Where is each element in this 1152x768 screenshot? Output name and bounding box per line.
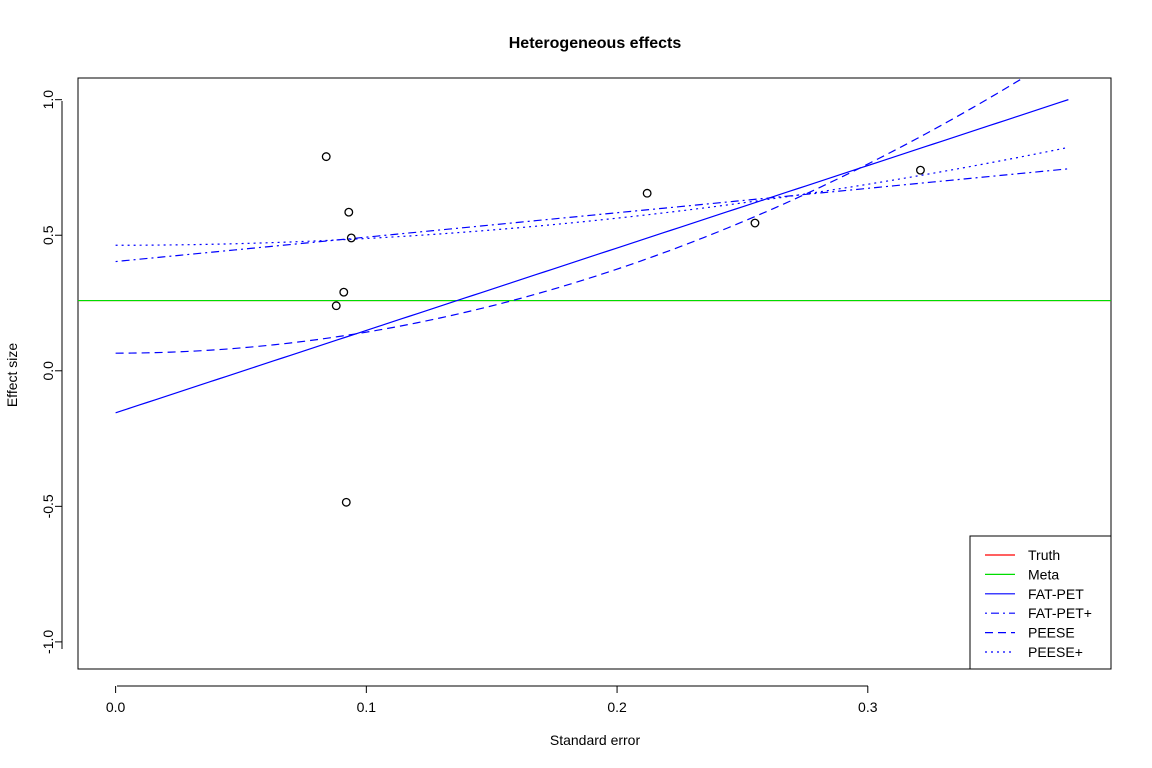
data-point bbox=[346, 233, 356, 243]
legend-label: FAT-PET bbox=[1028, 586, 1084, 602]
data-point bbox=[916, 165, 925, 175]
series-line-peese bbox=[115, 78, 1025, 354]
legend-label: Truth bbox=[1028, 547, 1060, 563]
plot-area-frame bbox=[77, 77, 1112, 670]
legend-label: PEESE+ bbox=[1028, 644, 1083, 660]
legend-label: FAT-PET+ bbox=[1028, 605, 1092, 621]
data-point bbox=[339, 287, 349, 297]
y-axis-ticks: -1.0 -0.5 0.0 0.5 1.0 bbox=[40, 90, 62, 654]
legend-box bbox=[969, 535, 1112, 670]
series-line-fat-pet- bbox=[115, 168, 1069, 263]
y-axis-label: Effect size bbox=[4, 343, 20, 408]
legend: Truth Meta FAT-PET FAT-PET+ PEESE PEESE+ bbox=[969, 535, 1112, 670]
data-point bbox=[341, 497, 351, 507]
x-tick-label: 0.1 bbox=[357, 699, 377, 715]
y-tick-label: 0.0 bbox=[40, 361, 56, 381]
y-tick-label: 0.5 bbox=[40, 225, 56, 245]
x-axis-ticks: 0.0 0.1 0.2 0.3 bbox=[106, 686, 878, 715]
data-point bbox=[642, 188, 652, 198]
x-tick-label: 0.0 bbox=[106, 699, 126, 715]
plot-series-group bbox=[78, 78, 1111, 414]
chart-title: Heterogeneous effects bbox=[509, 35, 682, 52]
x-tick-label: 0.3 bbox=[858, 699, 878, 715]
x-tick-label: 0.2 bbox=[607, 699, 627, 715]
legend-label: PEESE bbox=[1028, 625, 1075, 641]
series-line-fat-pet bbox=[115, 99, 1069, 414]
legend-label: Meta bbox=[1028, 566, 1059, 582]
data-points-group bbox=[321, 152, 925, 507]
y-tick-label: -1.0 bbox=[40, 630, 56, 654]
data-point bbox=[321, 152, 331, 162]
data-point bbox=[750, 218, 760, 228]
y-tick-label: -0.5 bbox=[40, 494, 56, 518]
series-line-peese- bbox=[115, 146, 1069, 246]
x-axis-label: Standard error bbox=[550, 732, 641, 748]
data-point bbox=[344, 207, 354, 217]
data-point bbox=[331, 301, 341, 311]
y-tick-label: 1.0 bbox=[40, 90, 56, 110]
